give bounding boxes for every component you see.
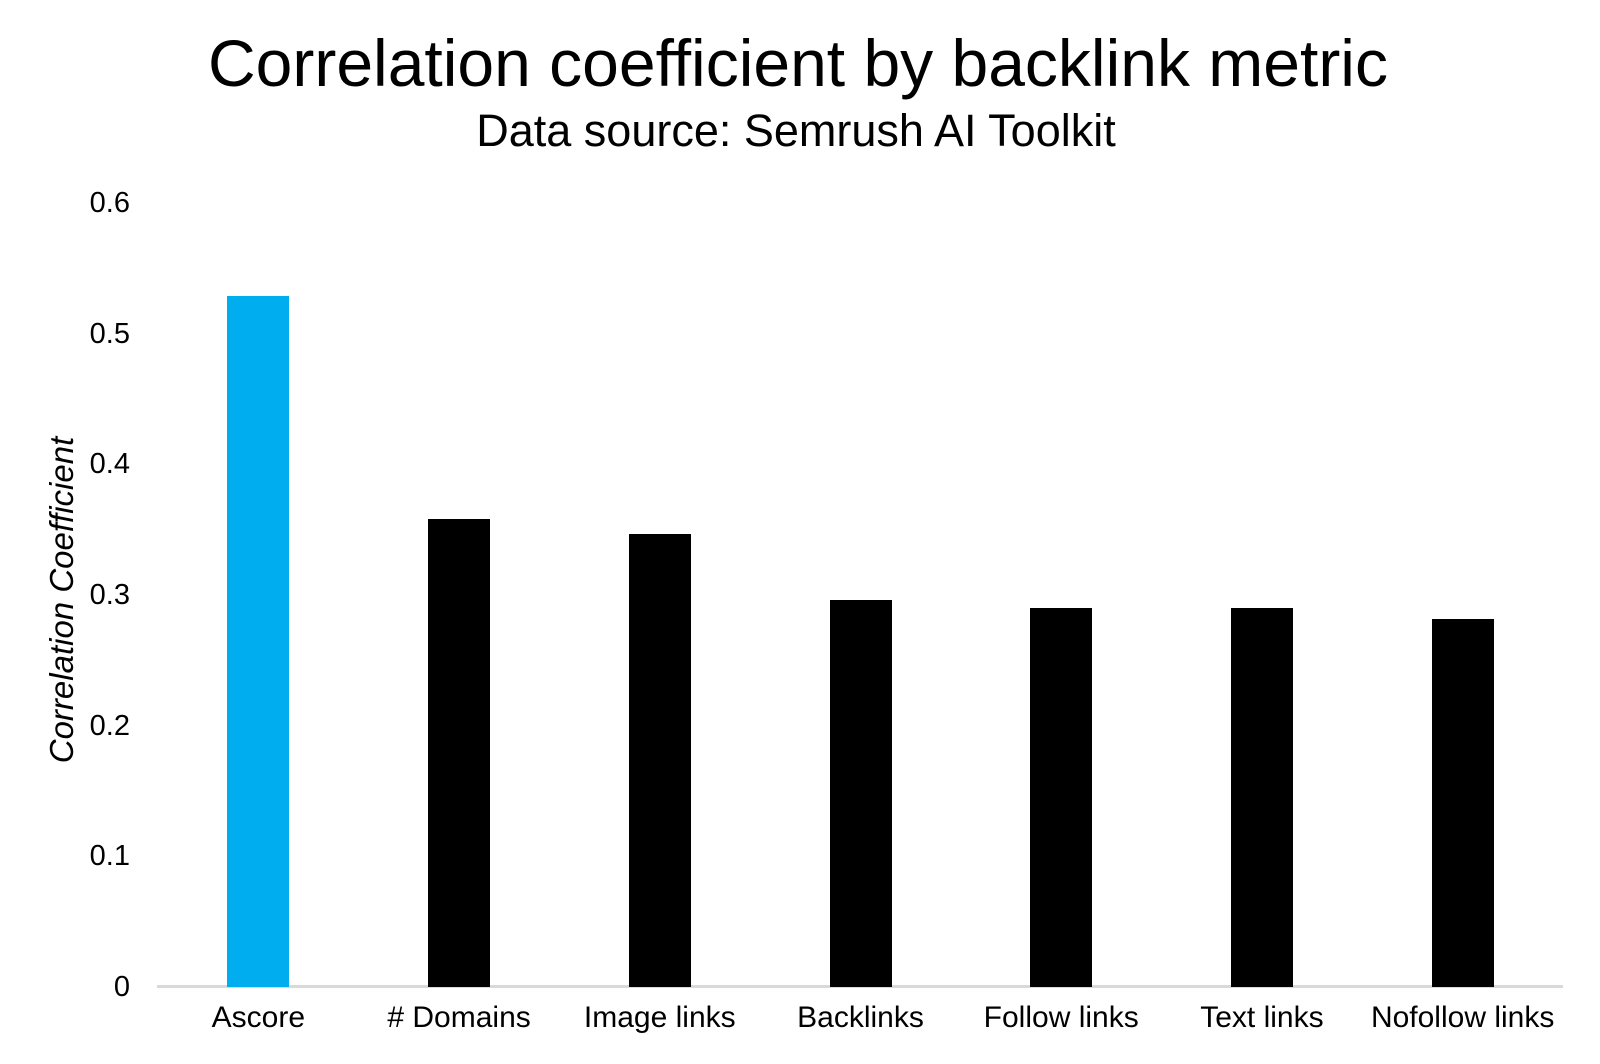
x-tick-label-text-links: Text links: [1200, 1001, 1324, 1034]
x-tick-label-follow-links: Follow links: [983, 1001, 1139, 1034]
x-tick-label-backlinks: Backlinks: [797, 1001, 924, 1034]
bar-image-links: [628, 533, 691, 987]
y-tick-label-0-2: 0.2: [89, 709, 130, 742]
chart-subtitle: Data source: Semrush AI Toolkit: [476, 105, 1116, 156]
chart-title: Correlation coefficient by backlink metr…: [208, 26, 1388, 100]
bar-ascore: [227, 295, 290, 987]
y-tick-label-0-6: 0.6: [89, 187, 130, 219]
y-tick-label-0-5: 0.5: [89, 317, 130, 350]
y-tick-label-0-4: 0.4: [89, 448, 130, 481]
bar-text-links: [1230, 608, 1293, 987]
x-tick-label-nofollow-links: Nofollow links: [1370, 1001, 1555, 1034]
y-tick-label-0-1: 0.1: [89, 840, 130, 873]
bar-backlinks: [829, 600, 892, 987]
x-tick-label-domains: # Domains: [387, 1001, 531, 1034]
bar-follow-links: [1030, 608, 1093, 987]
x-tick-label-ascore: Ascore: [211, 1001, 306, 1034]
y-tick-label-0-3: 0.3: [89, 579, 130, 611]
y-tick-label-0: 0: [113, 971, 130, 1003]
bar-nofollow-links: [1431, 618, 1494, 987]
bar-domains: [428, 519, 491, 987]
x-tick-label-image-links: Image links: [583, 1001, 736, 1034]
